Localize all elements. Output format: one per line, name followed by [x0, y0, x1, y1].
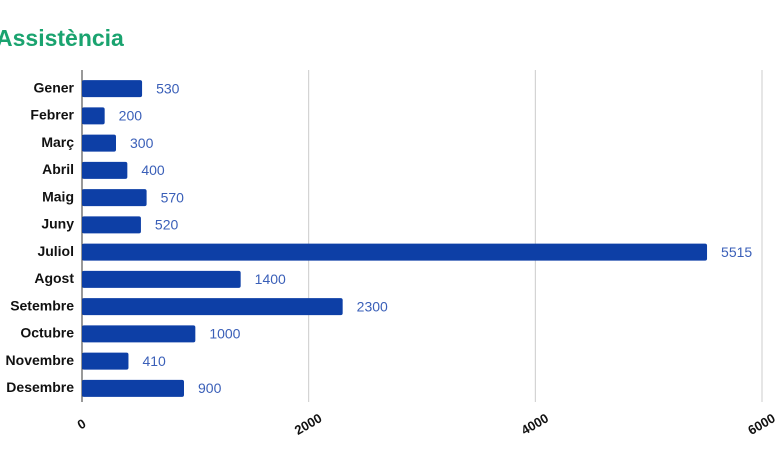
value-label: 400	[141, 162, 165, 178]
y-tick-label: Juliol	[37, 243, 74, 259]
bar	[82, 216, 141, 234]
y-tick-label: Desembre	[6, 379, 74, 395]
value-label: 520	[155, 217, 179, 233]
bar	[82, 80, 143, 98]
y-tick-label: Febrer	[30, 107, 74, 123]
bar	[82, 325, 196, 343]
value-label: 1000	[209, 326, 240, 342]
y-tick-label: Novembre	[6, 352, 75, 368]
bar	[82, 189, 147, 207]
chart-title: Assistència	[0, 25, 124, 51]
y-tick-label: Setembre	[10, 297, 74, 313]
bar	[82, 298, 343, 316]
value-label: 570	[161, 189, 185, 205]
value-label: 200	[119, 108, 143, 124]
bar	[82, 107, 105, 125]
value-label: 5515	[721, 244, 752, 260]
y-tick-label: Gener	[34, 79, 75, 95]
x-tick-label: 0	[75, 416, 89, 433]
bar	[82, 270, 241, 288]
bar	[82, 379, 184, 397]
y-tick-label: Maig	[42, 188, 74, 204]
value-label: 2300	[357, 298, 388, 314]
bar	[82, 243, 708, 261]
y-tick-label: Abril	[42, 161, 74, 177]
value-label: 530	[156, 80, 180, 96]
x-tick-label: 6000	[745, 410, 778, 437]
value-label: 900	[198, 380, 222, 396]
bar	[82, 161, 128, 179]
x-tick-label: 4000	[519, 410, 552, 437]
bar	[82, 352, 129, 370]
value-label: 1400	[255, 271, 286, 287]
value-label: 300	[130, 135, 154, 151]
y-tick-label: Agost	[34, 270, 74, 286]
x-tick-label: 2000	[292, 410, 325, 437]
y-tick-label: Juny	[41, 216, 74, 232]
bar	[82, 134, 116, 152]
y-tick-label: Març	[41, 134, 74, 150]
y-tick-label: Octubre	[20, 325, 74, 341]
value-label: 410	[142, 353, 166, 369]
